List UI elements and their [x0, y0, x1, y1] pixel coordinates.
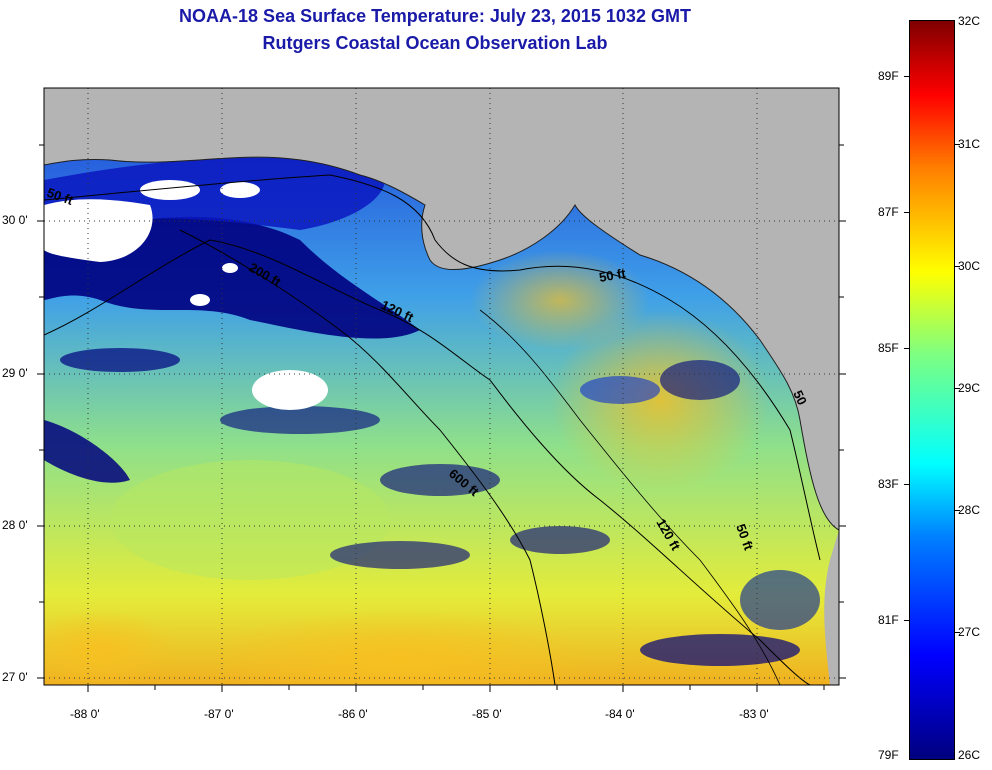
sst-map: 50 ft 200 ft 120 ft 50 ft 600 ft 120 ft … [37, 87, 846, 692]
colorbar-celsius-label: 29C [958, 381, 981, 395]
land-mass [44, 88, 839, 530]
lon-label: -85 0' [472, 707, 502, 721]
contour-600ft [179, 229, 556, 685]
colorbar-celsius-label: 26C [958, 748, 981, 762]
contour-50ft [44, 174, 821, 561]
contour-120ft [44, 239, 811, 685]
colorbar-celsius-label: 32C [958, 14, 981, 28]
lon-label: -83 0' [739, 707, 769, 721]
map-frame [43, 87, 840, 686]
colorbar-fahrenheit-label: 89F [878, 69, 899, 83]
lat-label: 29 0' [2, 366, 28, 380]
cloud-patch [44, 199, 153, 262]
lon-label: -86 0' [338, 707, 368, 721]
colorbar-celsius-label: 27C [958, 625, 981, 639]
lon-label: -87 0' [204, 707, 234, 721]
lon-label: -84 0' [605, 707, 635, 721]
colorbar-fahrenheit-label: 79F [878, 748, 899, 762]
lat-label: 30 0' [2, 213, 28, 227]
colorbar-celsius-label: 30C [958, 259, 981, 273]
lat-label: 28 0' [2, 518, 28, 532]
colorbar-celsius-label: 31C [958, 137, 981, 151]
colorbar-fahrenheit-label: 83F [878, 477, 899, 491]
colorbar-fahrenheit-label: 81F [878, 613, 899, 627]
map-subtitle: Rutgers Coastal Ocean Observation Lab [262, 33, 608, 53]
temperature-colorbar [909, 20, 955, 760]
lat-label: 27 0' [2, 670, 28, 684]
colorbar-celsius-label: 28C [958, 503, 981, 517]
map-title: NOAA-18 Sea Surface Temperature: July 23… [179, 6, 691, 26]
contour-label: 50 ft [598, 265, 628, 285]
contour-label: 50 [790, 388, 810, 407]
colorbar-fahrenheit-label: 85F [878, 341, 899, 355]
lon-label: -88 0' [70, 707, 100, 721]
colorbar-fahrenheit-label: 87F [878, 205, 899, 219]
